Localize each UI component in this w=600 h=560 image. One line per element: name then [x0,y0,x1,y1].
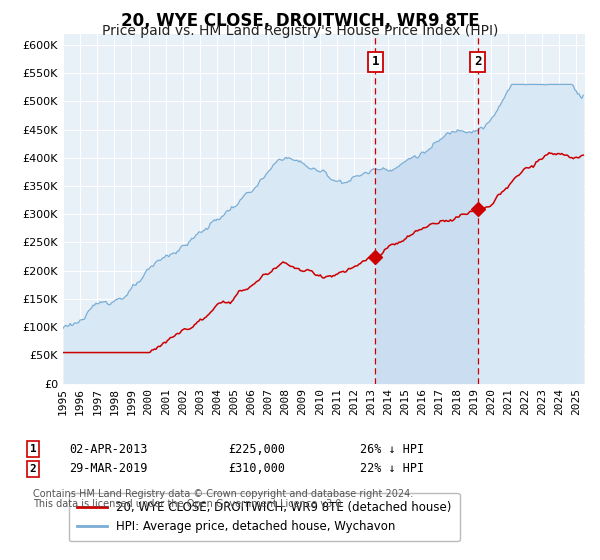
Text: 29-MAR-2019: 29-MAR-2019 [69,462,148,475]
Text: 26% ↓ HPI: 26% ↓ HPI [360,442,424,456]
Text: £310,000: £310,000 [228,462,285,475]
Text: 02-APR-2013: 02-APR-2013 [69,442,148,456]
Text: £225,000: £225,000 [228,442,285,456]
Point [473,204,482,213]
Text: This data is licensed under the Open Government Licence v3.0.: This data is licensed under the Open Gov… [33,499,344,509]
Point [371,252,380,261]
Text: 2: 2 [29,464,37,474]
Legend: 20, WYE CLOSE, DROITWICH, WR9 8TE (detached house), HPI: Average price, detached: 20, WYE CLOSE, DROITWICH, WR9 8TE (detac… [69,493,460,541]
Text: Contains HM Land Registry data © Crown copyright and database right 2024.: Contains HM Land Registry data © Crown c… [33,489,413,499]
Text: 1: 1 [29,444,37,454]
Text: 20, WYE CLOSE, DROITWICH, WR9 8TE: 20, WYE CLOSE, DROITWICH, WR9 8TE [121,12,479,30]
Text: 22% ↓ HPI: 22% ↓ HPI [360,462,424,475]
Text: 1: 1 [371,55,379,68]
Text: 2: 2 [474,55,482,68]
Text: Price paid vs. HM Land Registry's House Price Index (HPI): Price paid vs. HM Land Registry's House … [102,24,498,38]
